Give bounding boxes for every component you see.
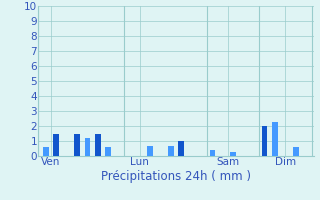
Bar	[95, 134, 101, 156]
Bar	[53, 134, 59, 156]
Bar	[230, 152, 236, 156]
X-axis label: Précipitations 24h ( mm ): Précipitations 24h ( mm )	[101, 170, 251, 183]
Bar	[178, 141, 184, 156]
Bar	[74, 134, 80, 156]
Bar	[43, 147, 49, 156]
Bar	[168, 146, 174, 156]
Bar	[105, 147, 111, 156]
Bar	[293, 147, 299, 156]
Bar	[272, 121, 278, 156]
Bar	[147, 146, 153, 156]
Bar	[262, 126, 268, 156]
Bar	[210, 150, 215, 156]
Bar	[84, 138, 90, 156]
